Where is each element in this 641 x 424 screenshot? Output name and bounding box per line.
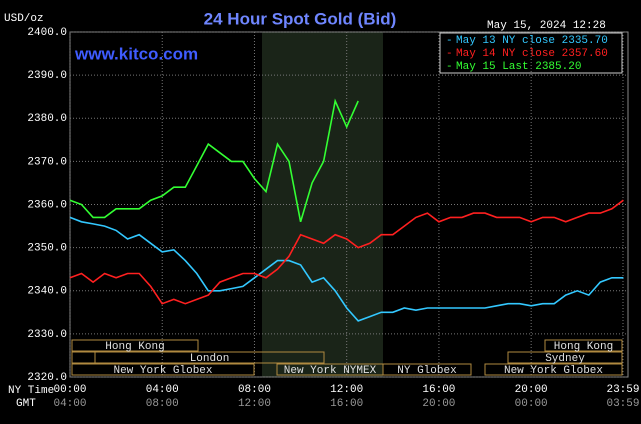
session-box (507, 351, 623, 364)
y-tick-label: 2360.0 (27, 199, 67, 211)
x-tick-label: 16:00 (422, 384, 455, 396)
y-tick-label: 2350.0 (27, 243, 67, 255)
session-label: London (190, 353, 230, 365)
session-box (544, 339, 623, 352)
y-tick-label: 2400.0 (27, 27, 67, 39)
y-tick-label: 2390.0 (27, 70, 67, 82)
session-label: New York NYMEX (284, 365, 377, 377)
session-label: NY Globex (397, 365, 457, 377)
legend-marker: - (446, 48, 453, 60)
x-tick-label: 20:00 (515, 384, 548, 396)
legend-entry: May 13 NY close 2335.70 (456, 35, 608, 47)
y-tick-label: 2340.0 (27, 286, 67, 298)
session-label: New York Globex (504, 365, 603, 377)
session-box (71, 351, 96, 364)
session-box (71, 363, 255, 376)
legend-entry: May 14 NY close 2357.60 (456, 48, 608, 60)
x2-tick-label: 12:00 (238, 398, 271, 410)
session-label: Hong Kong (554, 341, 613, 353)
legend-entry: May 15 Last 2385.20 (456, 61, 581, 73)
y-tick-label: 2320.0 (27, 372, 67, 384)
x2-tick-label: 08:00 (146, 398, 179, 410)
x2-tick-label: 04:00 (53, 398, 86, 410)
session-box (484, 363, 623, 376)
timestamp: May 15, 2024 12:28 (487, 20, 606, 32)
x2-tick-label: 20:00 (422, 398, 455, 410)
price-line (69, 98, 359, 223)
price-line (69, 216, 624, 322)
x-tick-label: 00:00 (53, 384, 86, 396)
y-axis-label: USD/oz (4, 13, 44, 25)
x2-axis-label: GMT (16, 398, 36, 410)
x-tick-label: 08:00 (238, 384, 271, 396)
chart-title: 24 Hour Spot Gold (Bid) (204, 9, 397, 28)
x-tick-label: 23:59 (606, 384, 639, 396)
legend-marker: - (446, 35, 453, 47)
x2-tick-label: 16:00 (330, 398, 363, 410)
session-box (71, 339, 199, 352)
y-tick-label: 2370.0 (27, 156, 67, 168)
watermark: www.kitco.com (74, 44, 198, 63)
y-tick-label: 2380.0 (27, 113, 67, 125)
session-label: Hong Kong (105, 341, 164, 353)
x-tick-label: 04:00 (146, 384, 179, 396)
x-tick-label: 12:00 (330, 384, 363, 396)
price-line (69, 199, 624, 305)
x2-tick-label: 03:59 (606, 398, 639, 410)
session-box (382, 363, 472, 376)
x2-tick-label: 00:00 (515, 398, 548, 410)
x-axis-label: NY Time (8, 385, 54, 397)
session-label: Sydney (545, 353, 585, 365)
legend-marker: - (446, 61, 453, 73)
y-tick-label: 2330.0 (27, 329, 67, 341)
session-label: New York Globex (113, 365, 212, 377)
